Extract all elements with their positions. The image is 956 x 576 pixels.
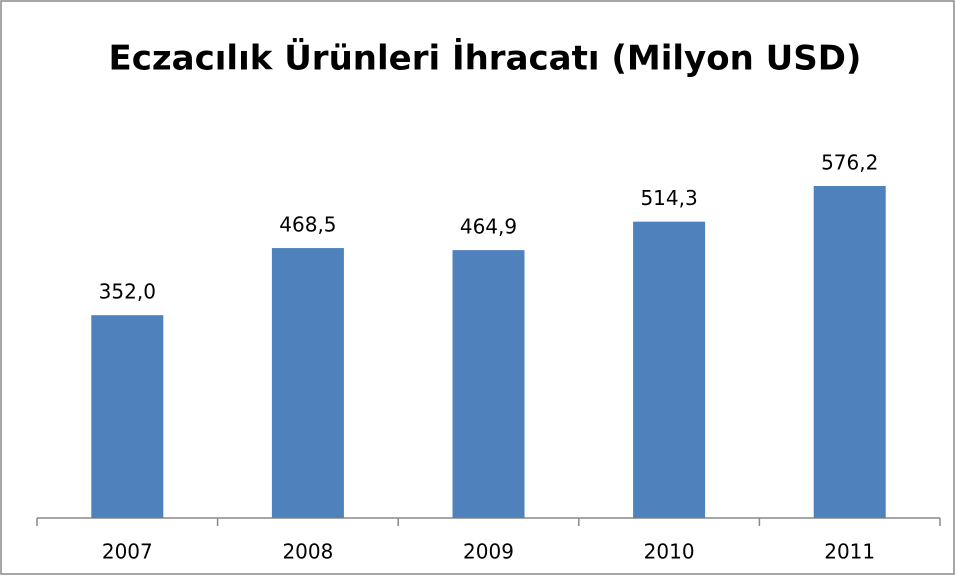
data-label: 576,2 bbox=[821, 151, 878, 175]
bar bbox=[452, 250, 525, 518]
data-label: 464,9 bbox=[460, 215, 517, 239]
x-tick-label: 2010 bbox=[644, 540, 695, 564]
bar bbox=[813, 186, 886, 518]
chart-title: Eczacılık Ürünleri İhracatı (Milyon USD) bbox=[109, 38, 862, 79]
bar bbox=[271, 248, 344, 518]
data-label: 514,3 bbox=[640, 186, 697, 210]
x-tick-label: 2011 bbox=[824, 540, 875, 564]
x-tick-label: 2007 bbox=[102, 540, 153, 564]
x-tick-label: 2008 bbox=[282, 540, 333, 564]
x-tick-label: 2009 bbox=[463, 540, 514, 564]
bar bbox=[633, 221, 706, 519]
data-label: 468,5 bbox=[279, 213, 336, 237]
bar bbox=[91, 315, 164, 518]
data-label: 352,0 bbox=[99, 280, 156, 304]
